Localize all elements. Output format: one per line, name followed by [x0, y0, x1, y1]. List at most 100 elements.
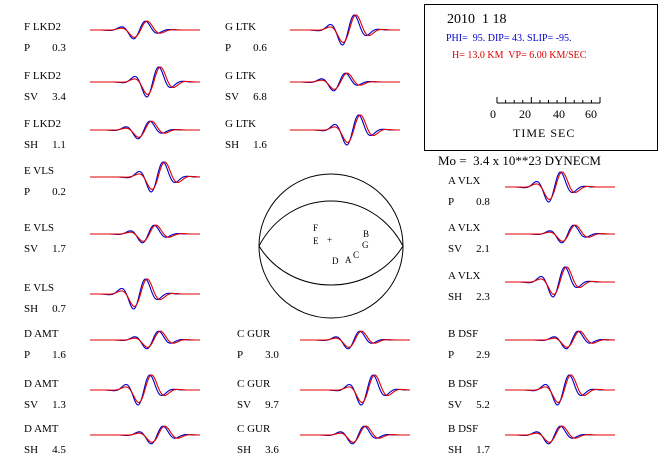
trace-component-amplitude: SH 1.6	[225, 139, 267, 151]
trace-station-label: A VLX	[448, 270, 481, 282]
trace-station-label: B DSF	[448, 423, 479, 435]
trace-component: SV	[448, 399, 463, 411]
waveform-trace	[90, 278, 200, 310]
trace-station-label: F LKD2	[24, 70, 61, 82]
trace-station-label: E VLS	[24, 165, 55, 177]
trace-component-amplitude: SV 3.4	[24, 91, 66, 103]
trace-station-label: B DSF	[448, 328, 479, 340]
trace-component: SV	[24, 91, 39, 103]
trace-amplitude: 1.7	[476, 444, 490, 456]
trace-station-label: G LTK	[225, 118, 257, 130]
trace-component: SH	[448, 291, 463, 303]
synthetic-waveform	[505, 374, 615, 404]
focal-mechanism-beachball: + F E B G D A C	[258, 173, 404, 319]
waveform-trace	[290, 114, 400, 146]
beachball-station-d: D	[332, 256, 339, 266]
trace-amplitude: 0.7	[52, 303, 66, 315]
trace-amplitude: 2.1	[476, 243, 490, 255]
waveform-trace	[505, 171, 615, 203]
waveform-trace	[505, 330, 615, 350]
trace-component: SH	[448, 444, 463, 456]
trace-station-label: E VLS	[24, 222, 55, 234]
trace-station-label: B DSF	[448, 378, 479, 390]
trace-component: P	[448, 349, 455, 361]
trace-amplitude: 3.4	[52, 91, 66, 103]
waveform-trace	[300, 374, 411, 406]
trace-component: SH	[24, 139, 39, 151]
trace-station-label: G LTK	[225, 70, 257, 82]
synthetic-waveform	[505, 266, 615, 296]
waveform-trace	[505, 425, 615, 445]
trace-amplitude: 1.6	[52, 349, 66, 361]
nodal-plane-2	[258, 245, 404, 286]
trace-amplitude: 2.3	[476, 291, 490, 303]
trace-station-label: E VLS	[24, 282, 55, 294]
beachball-center-mark: +	[327, 235, 332, 245]
trace-component: SV	[225, 91, 240, 103]
trace-amplitude: 1.7	[52, 243, 66, 255]
synthetic-waveform	[90, 330, 200, 348]
scale-tick-0: 0	[490, 107, 496, 121]
trace-amplitude: 4.5	[52, 444, 66, 456]
waveform-trace	[300, 330, 410, 350]
trace-amplitude: 3.6	[265, 444, 279, 456]
trace-component-amplitude: P 2.9	[448, 349, 490, 361]
waveform-trace	[90, 161, 201, 193]
trace-station-label: F LKD2	[24, 118, 61, 130]
trace-component-amplitude: P 0.3	[24, 42, 66, 54]
focal-sphere-outline	[258, 173, 404, 319]
trace-component-amplitude: SH 3.6	[237, 444, 279, 456]
trace-amplitude: 1.1	[52, 139, 66, 151]
mechanism-parameters: PHI= 95. DIP= 43. SLIP= -95.	[446, 33, 572, 44]
trace-component-amplitude: SV 6.8	[225, 91, 267, 103]
beachball-station-f: F	[313, 223, 318, 233]
trace-component: SH	[24, 303, 39, 315]
synthetic-waveform	[290, 114, 400, 143]
waveform-trace	[290, 14, 400, 46]
trace-amplitude: 2.9	[476, 349, 490, 361]
trace-component-amplitude: P 1.6	[24, 349, 66, 361]
waveform-trace	[290, 72, 400, 92]
synthetic-waveform	[300, 330, 410, 348]
waveform-trace	[300, 425, 410, 445]
trace-component: P	[24, 186, 31, 198]
synthetic-waveform	[505, 425, 615, 443]
trace-station-label: C GUR	[237, 378, 271, 390]
synthetic-waveform	[505, 171, 615, 200]
trace-component: SV	[24, 243, 39, 255]
time-axis-label: TIME SEC	[513, 126, 576, 140]
synthetic-waveform	[505, 224, 615, 242]
trace-component-amplitude: SV 2.1	[448, 243, 490, 255]
event-info-box: 2010 1 18 PHI= 95. DIP= 43. SLIP= -95. H…	[424, 4, 658, 151]
trace-station-label: A VLX	[448, 175, 481, 187]
seismic-moment: Mo = 3.4 x 10**23 DYNECM	[438, 153, 601, 168]
waveform-trace	[90, 66, 200, 98]
trace-component: SH	[237, 444, 252, 456]
depth-velocity: H= 13.0 KM VP= 6.00 KM/SEC	[452, 50, 587, 61]
trace-component-amplitude: P 3.0	[237, 349, 279, 361]
trace-station-label: A VLX	[448, 222, 481, 234]
trace-component-amplitude: SV 1.3	[24, 399, 66, 411]
trace-component: SV	[237, 399, 252, 411]
trace-station-label: C GUR	[237, 423, 271, 435]
trace-component-amplitude: SV 1.7	[24, 243, 66, 255]
trace-amplitude: 6.8	[253, 91, 267, 103]
synthetic-waveform	[300, 374, 411, 404]
trace-component-amplitude: P 0.2	[24, 186, 66, 198]
trace-component-amplitude: SH 1.7	[448, 444, 490, 456]
beachball-station-c: C	[353, 250, 359, 260]
trace-amplitude: 0.6	[253, 42, 267, 54]
trace-component: P	[237, 349, 244, 361]
trace-component-amplitude: SH 0.7	[24, 303, 66, 315]
synthetic-waveform	[90, 120, 200, 138]
synthetic-waveform	[90, 66, 200, 95]
trace-amplitude: 0.2	[52, 186, 66, 198]
trace-amplitude: 5.2	[476, 399, 490, 411]
trace-amplitude: 1.3	[52, 399, 66, 411]
trace-component: P	[24, 349, 31, 361]
synthetic-waveform	[90, 161, 201, 191]
waveform-trace	[90, 330, 200, 350]
scale-tick-40: 40	[553, 107, 565, 121]
trace-station-label: G LTK	[225, 21, 257, 33]
